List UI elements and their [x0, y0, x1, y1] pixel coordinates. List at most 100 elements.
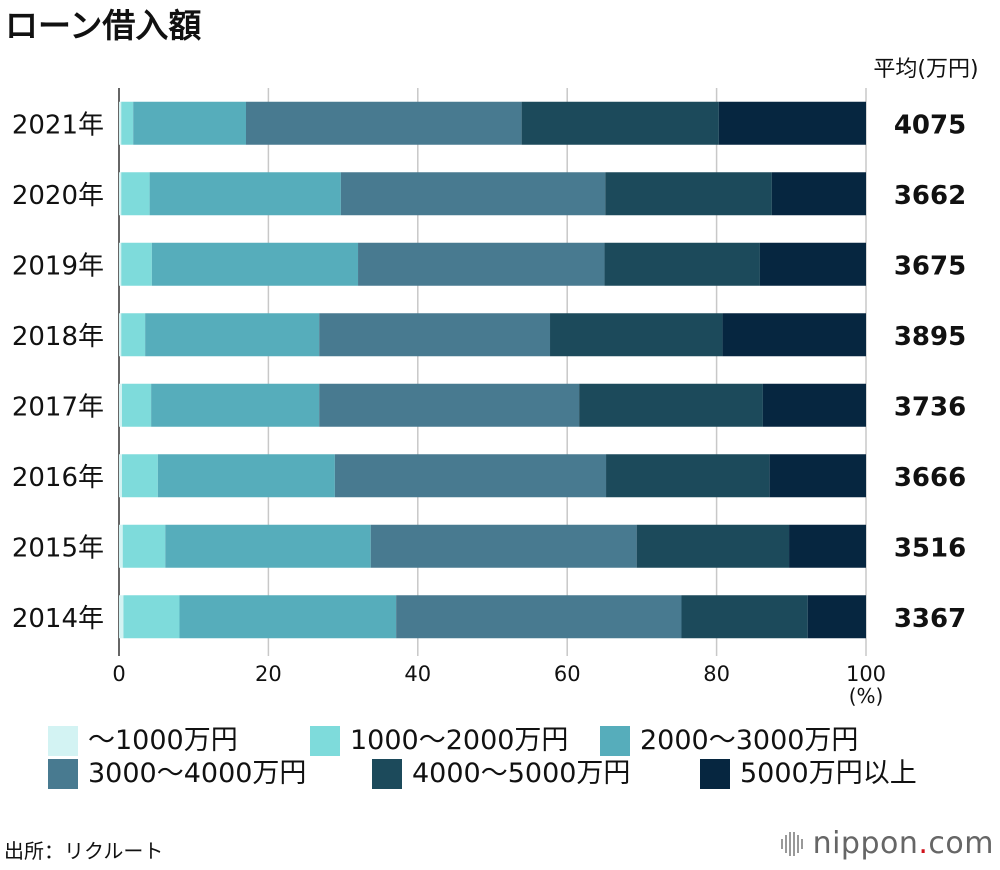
- category-label: 2020年: [12, 181, 104, 211]
- x-tick-label: 100: [846, 662, 886, 686]
- legend-swatch: [600, 726, 630, 756]
- bar-segment-6-0: [119, 524, 123, 568]
- average-unit-label: 平均(万円): [873, 57, 978, 82]
- bar-segment-0-1: [121, 101, 134, 145]
- legend-item: 5000万円以上: [700, 757, 917, 791]
- x-tick-label: 20: [255, 662, 282, 686]
- legend-label: 5000万円以上: [740, 758, 917, 789]
- bar-segment-3-0: [119, 313, 122, 357]
- average-label: 3516: [894, 533, 966, 563]
- category-label: 2014年: [12, 604, 104, 634]
- bar-segment-7-1: [123, 595, 180, 639]
- bar-segment-3-4: [550, 313, 723, 357]
- nippon-logo-icon: [780, 831, 803, 856]
- logo-suffix: com: [928, 826, 994, 861]
- stacked-bar-chart: 2021年 2020年 2019年 2018年 2017年 2016年 2015年 2014年…: [12, 57, 979, 708]
- bar-segment-0-3: [245, 101, 522, 145]
- bar-segment-0-0: [119, 101, 122, 145]
- bar-segment-2-2: [151, 242, 359, 286]
- bar-segment-1-4: [605, 172, 772, 216]
- bar-segment-4-1: [121, 383, 152, 427]
- bar-segment-4-2: [151, 383, 320, 427]
- bar-segment-4-0: [119, 383, 122, 427]
- category-label: 2016年: [12, 463, 104, 493]
- bar-segment-7-2: [179, 595, 397, 639]
- bar-segment-5-2: [157, 454, 335, 498]
- legend-swatch: [310, 726, 340, 756]
- bar-segment-5-0: [119, 454, 122, 498]
- bar-segment-1-1: [121, 172, 150, 216]
- legend-swatch: [700, 759, 730, 789]
- bar-segment-7-0: [119, 595, 124, 639]
- category-label: 2017年: [12, 392, 104, 422]
- legend-label: 4000〜5000万円: [412, 758, 631, 789]
- bar-segment-2-5: [759, 242, 866, 286]
- bar-segment-0-4: [521, 101, 719, 145]
- legend-item: 1000〜2000万円: [310, 724, 568, 758]
- average-labels: 4075 3662 3675 3895 3736 3666 3516 3367: [894, 110, 966, 634]
- bar-segment-5-1: [121, 454, 158, 498]
- legend-item: 2000〜3000万円: [600, 724, 858, 758]
- bar-segment-2-0: [119, 242, 122, 286]
- bar-segment-6-5: [789, 524, 866, 568]
- bars: [119, 101, 866, 639]
- logo-name: nippon: [812, 826, 919, 861]
- bar-segment-2-1: [121, 242, 152, 286]
- bar-segment-3-1: [121, 313, 146, 357]
- category-label: 2015年: [12, 533, 104, 563]
- bar-segment-5-5: [769, 454, 866, 498]
- legend-swatch: [48, 726, 78, 756]
- legend-swatch: [48, 759, 78, 789]
- bar-segment-7-5: [807, 595, 866, 639]
- bar-segment-4-3: [319, 383, 580, 427]
- source-note: 出所：リクルート: [4, 839, 164, 863]
- bar-segment-3-2: [145, 313, 320, 357]
- x-tick-labels: 0 20 40 60 80 100: [112, 662, 886, 686]
- bar-segment-0-2: [133, 101, 246, 145]
- average-label: 3666: [894, 463, 966, 493]
- bar-segment-3-3: [319, 313, 551, 357]
- legend-swatch: [372, 759, 402, 789]
- bar-segment-0-5: [718, 101, 866, 145]
- legend-item: 〜1000万円: [48, 724, 238, 758]
- legend-label: 1000〜2000万円: [350, 725, 569, 756]
- average-label: 3675: [894, 251, 966, 281]
- bar-segment-6-4: [636, 524, 790, 568]
- nippon-logo: nippon.com: [779, 826, 994, 861]
- bar-segment-6-3: [370, 524, 637, 568]
- bar-segment-4-4: [579, 383, 763, 427]
- average-label: 3895: [894, 322, 966, 352]
- x-tick-label: 0: [112, 662, 125, 686]
- x-axis-unit: (%): [849, 684, 884, 708]
- bar-segment-1-2: [149, 172, 341, 216]
- bar-segment-2-4: [604, 242, 760, 286]
- bar-segment-2-3: [358, 242, 605, 286]
- bar-segment-6-2: [165, 524, 371, 568]
- bar-segment-1-3: [340, 172, 606, 216]
- x-tick-label: 80: [703, 662, 730, 686]
- bar-segment-5-4: [606, 454, 770, 498]
- bar-segment-7-3: [396, 595, 682, 639]
- x-tick-label: 60: [554, 662, 581, 686]
- logo-dot: .: [918, 826, 929, 861]
- category-label: 2019年: [12, 251, 104, 281]
- average-label: 3736: [894, 392, 966, 422]
- bar-segment-1-5: [771, 172, 866, 216]
- x-tick-label: 40: [404, 662, 431, 686]
- legend-item: 3000〜4000万円: [48, 757, 306, 791]
- bar-segment-5-3: [334, 454, 607, 498]
- bar-segment-3-5: [722, 313, 866, 357]
- bar-segment-1-0: [119, 172, 122, 216]
- legend-label: 2000〜3000万円: [640, 725, 859, 756]
- legend-label: 3000〜4000万円: [88, 758, 307, 789]
- average-label: 3367: [894, 604, 966, 634]
- category-label: 2021年: [12, 110, 104, 140]
- average-label: 4075: [894, 110, 966, 140]
- chart-title: ローン借入額: [5, 6, 202, 45]
- legend-item: 4000〜5000万円: [372, 757, 630, 791]
- category-labels: 2021年 2020年 2019年 2018年 2017年 2016年 2015年 2014年: [12, 110, 104, 634]
- bar-segment-4-5: [762, 383, 866, 427]
- average-label: 3662: [894, 181, 966, 211]
- bar-segment-7-4: [681, 595, 808, 639]
- bar-segment-6-1: [122, 524, 166, 568]
